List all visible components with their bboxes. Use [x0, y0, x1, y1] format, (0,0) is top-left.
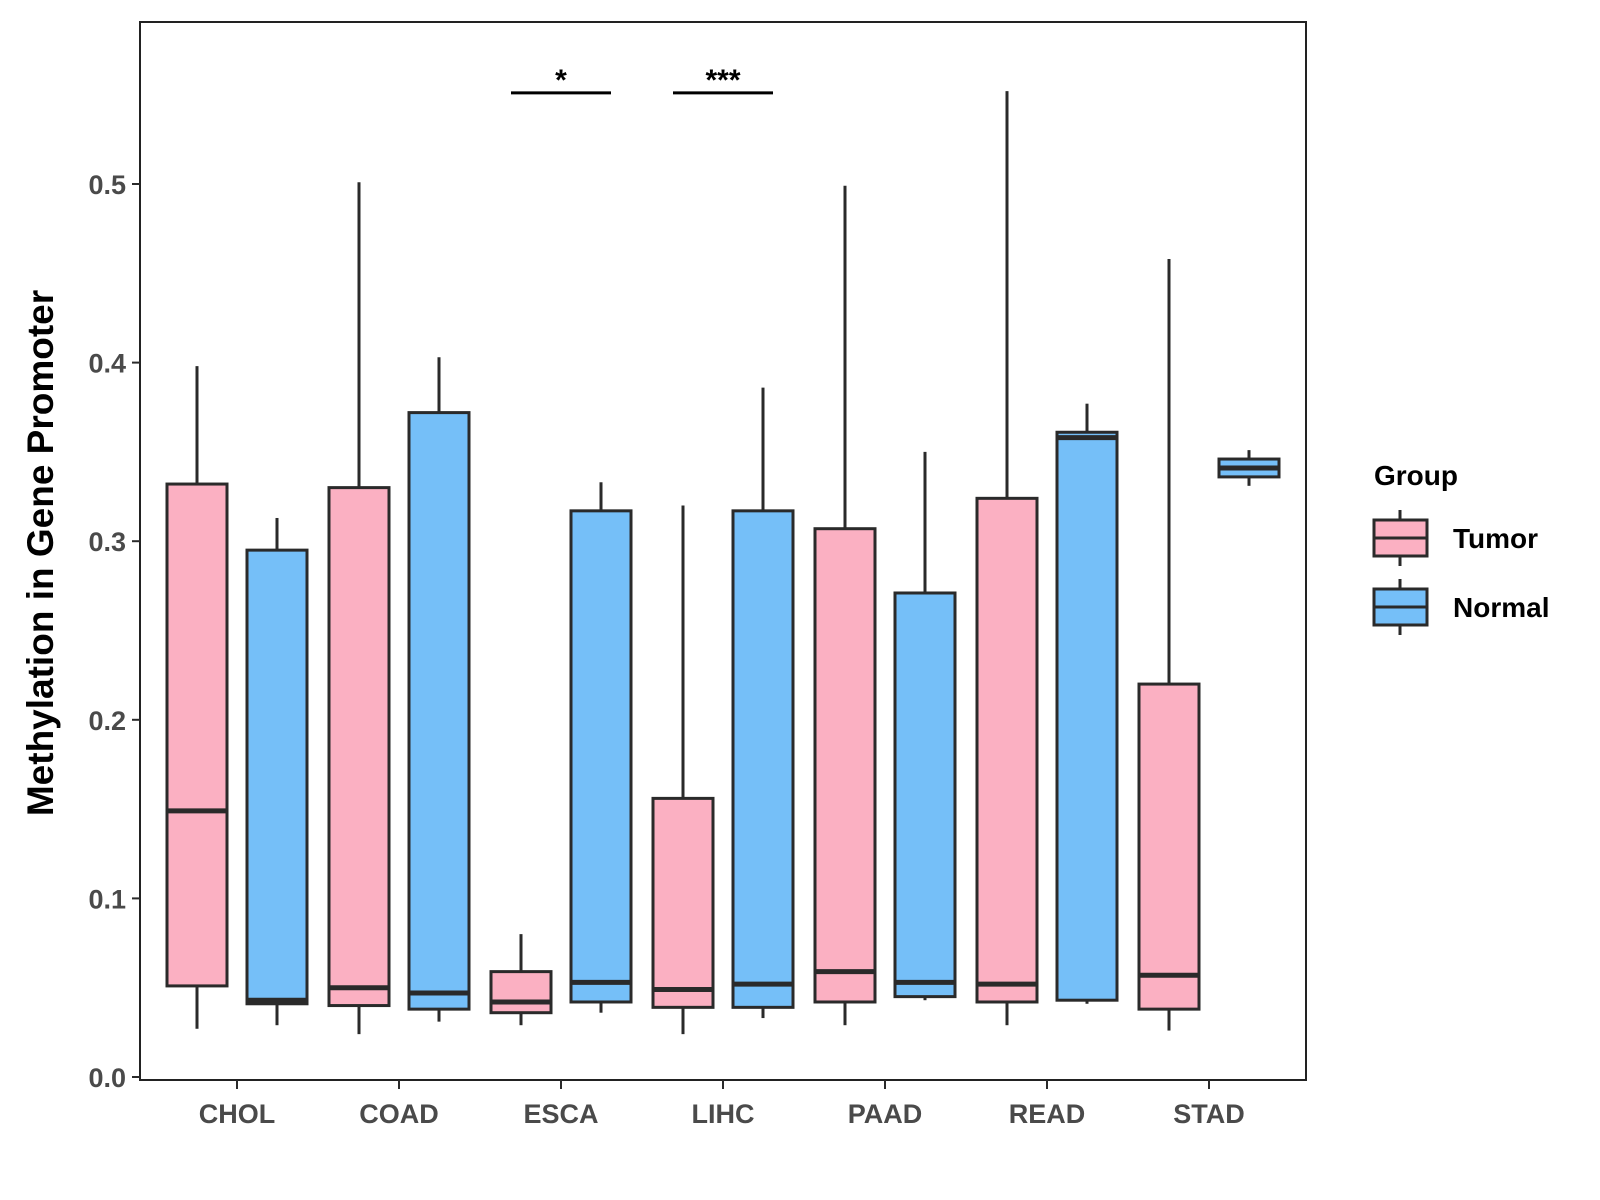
box-body: [975, 496, 1039, 1004]
significance-esca: *: [511, 64, 611, 97]
box-body: [245, 548, 309, 1006]
box-body: [165, 482, 229, 988]
box-series-group: [165, 91, 1281, 1035]
box-tumor-esca: [489, 934, 553, 1026]
box-body: [1055, 430, 1119, 1002]
legend: Group Tumor Normal: [1372, 460, 1549, 635]
legend-item-normal: Normal: [1372, 579, 1549, 635]
box-tumor-stad: [1137, 259, 1201, 1031]
box-tumor-lihc: [651, 505, 715, 1035]
box-tumor-chol: [165, 366, 229, 1029]
box-normal-coad: [407, 357, 471, 1022]
y-tick-label: 0.3: [88, 527, 126, 557]
x-tick-label-lihc: LIHC: [692, 1099, 755, 1129]
x-tick-label-chol: CHOL: [199, 1099, 276, 1129]
box-tumor-paad: [813, 185, 877, 1026]
x-tick-label-stad: STAD: [1173, 1099, 1245, 1129]
series-tumor: [165, 91, 1201, 1035]
box-tumor-coad: [327, 182, 391, 1035]
box-body: [327, 486, 391, 1008]
x-tick-label-coad: COAD: [359, 1099, 439, 1129]
y-axis: 0.0 0.1 0.2 0.3 0.4 0.5: [88, 170, 140, 1093]
box-normal-stad: [1217, 450, 1281, 486]
box-normal-esca: [569, 482, 633, 1013]
legend-title: Group: [1374, 460, 1458, 491]
x-tick-label-esca: ESCA: [523, 1099, 598, 1129]
y-tick-label: 0.0: [88, 1063, 126, 1093]
series-normal: [245, 357, 1281, 1026]
box-normal-paad: [893, 451, 957, 1001]
significance-annotations: * ***: [511, 64, 773, 97]
y-tick-label: 0.5: [88, 170, 126, 200]
box-normal-lihc: [731, 387, 795, 1019]
y-axis-title: Methylation in Gene Promoter: [20, 290, 61, 816]
legend-label-normal: Normal: [1453, 592, 1549, 623]
y-tick-label: 0.2: [88, 706, 126, 736]
box-body: [1137, 682, 1201, 1011]
y-tick-label: 0.4: [88, 349, 126, 379]
box-body: [407, 411, 471, 1011]
significance-label: *: [555, 64, 567, 97]
legend-label-tumor: Tumor: [1453, 523, 1538, 554]
box-body: [489, 970, 553, 1015]
significance-label: ***: [705, 64, 740, 97]
box-body: [731, 509, 795, 1009]
box-normal-read: [1055, 403, 1119, 1004]
significance-lihc: ***: [673, 64, 773, 97]
box-body: [569, 509, 633, 1004]
y-tick-label: 0.1: [88, 884, 126, 914]
box-tumor-read: [975, 91, 1039, 1026]
box-body: [813, 527, 877, 1004]
legend-item-tumor: Tumor: [1372, 510, 1538, 566]
box-body: [893, 591, 957, 999]
box-normal-chol: [245, 517, 309, 1026]
x-tick-label-read: READ: [1009, 1099, 1086, 1129]
box-body: [651, 796, 715, 1009]
x-axis: CHOL COAD ESCA LIHC PAAD READ STAD: [199, 1080, 1245, 1129]
plot-panel-border: [139, 21, 1307, 1081]
x-tick-label-paad: PAAD: [848, 1099, 923, 1129]
